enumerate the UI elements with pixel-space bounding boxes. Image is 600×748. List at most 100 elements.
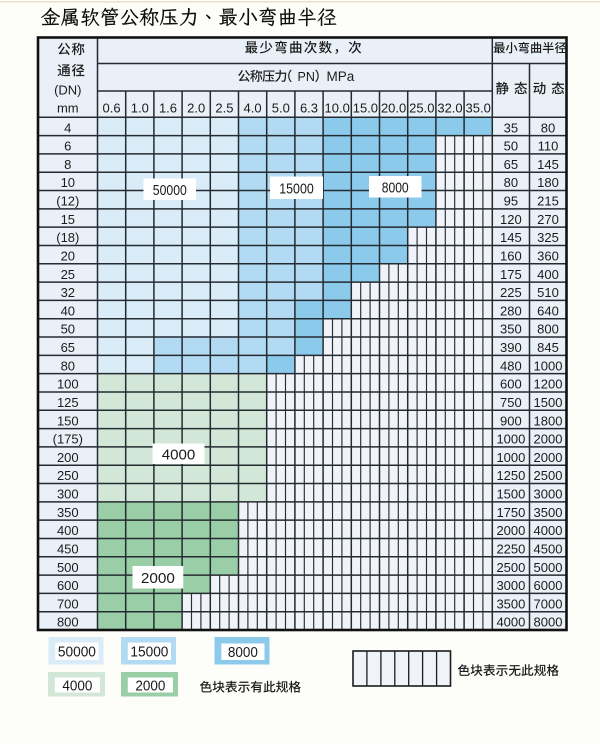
- svg-text:1000: 1000: [534, 358, 563, 373]
- svg-text:1000: 1000: [496, 450, 525, 465]
- svg-text:10.0: 10.0: [325, 100, 350, 115]
- svg-text:2000: 2000: [496, 523, 525, 538]
- svg-text:2000: 2000: [534, 450, 563, 465]
- svg-text:480: 480: [500, 358, 522, 373]
- svg-text:80: 80: [541, 120, 555, 135]
- svg-text:10: 10: [61, 175, 75, 190]
- svg-text:300: 300: [57, 487, 79, 502]
- svg-text:15: 15: [61, 212, 75, 227]
- svg-text:32: 32: [61, 285, 75, 300]
- svg-text:0.6: 0.6: [103, 100, 121, 115]
- svg-text:MPa: MPa: [327, 69, 355, 84]
- svg-text:1500: 1500: [534, 395, 563, 410]
- svg-text:40: 40: [61, 303, 75, 318]
- svg-text:4.0: 4.0: [244, 100, 262, 115]
- svg-text:65: 65: [504, 157, 518, 172]
- svg-text:200: 200: [57, 450, 79, 465]
- svg-text:3000: 3000: [534, 487, 563, 502]
- svg-text:640: 640: [537, 303, 559, 318]
- svg-text:1200: 1200: [534, 377, 563, 392]
- svg-text:1000: 1000: [496, 432, 525, 447]
- svg-text:15000: 15000: [130, 644, 168, 661]
- svg-text:2000: 2000: [135, 677, 165, 694]
- svg-text:180: 180: [537, 175, 559, 190]
- svg-text:8000: 8000: [382, 180, 409, 197]
- svg-text:400: 400: [57, 523, 79, 538]
- svg-text:15.0: 15.0: [353, 100, 378, 115]
- svg-text:350: 350: [57, 505, 79, 520]
- svg-text:6.3: 6.3: [300, 100, 318, 115]
- svg-text:8000: 8000: [534, 615, 563, 630]
- svg-text:1.6: 1.6: [159, 100, 177, 115]
- svg-text:15000: 15000: [279, 181, 314, 198]
- svg-text:(175): (175): [53, 432, 83, 447]
- svg-text:6000: 6000: [534, 578, 563, 593]
- svg-text:4000: 4000: [162, 447, 196, 464]
- svg-text:4500: 4500: [534, 541, 563, 556]
- svg-text:50: 50: [504, 139, 518, 154]
- svg-text:900: 900: [500, 413, 522, 428]
- svg-text:25.0: 25.0: [409, 100, 434, 115]
- svg-text:350: 350: [500, 322, 522, 337]
- svg-text:280: 280: [500, 303, 522, 318]
- svg-text:80: 80: [504, 175, 518, 190]
- svg-text:25: 25: [61, 267, 75, 282]
- svg-text:500: 500: [57, 560, 79, 575]
- svg-text:270: 270: [537, 212, 559, 227]
- svg-text:4000: 4000: [534, 523, 563, 538]
- svg-text:100: 100: [57, 377, 79, 392]
- svg-text:600: 600: [500, 377, 522, 392]
- svg-text:600: 600: [57, 578, 79, 593]
- svg-text:175: 175: [500, 267, 522, 282]
- svg-text:1250: 1250: [496, 468, 525, 483]
- svg-text:6: 6: [64, 139, 71, 154]
- svg-text:32.0: 32.0: [437, 100, 462, 115]
- svg-text:(18): (18): [56, 230, 79, 245]
- svg-text:50000: 50000: [153, 182, 187, 199]
- svg-text:8: 8: [64, 157, 71, 172]
- svg-text:450: 450: [57, 541, 79, 556]
- svg-text:700: 700: [57, 596, 79, 611]
- svg-text:95: 95: [504, 194, 518, 209]
- svg-text:20.0: 20.0: [381, 100, 406, 115]
- svg-text:PN: PN: [298, 70, 315, 84]
- svg-text:2500: 2500: [496, 560, 525, 575]
- svg-text:2.5: 2.5: [215, 100, 233, 115]
- svg-text:215: 215: [537, 194, 559, 209]
- svg-text:145: 145: [537, 157, 559, 172]
- svg-text:35: 35: [504, 120, 518, 135]
- svg-text:1.0: 1.0: [131, 100, 149, 115]
- svg-text:2250: 2250: [496, 541, 525, 556]
- svg-text:5000: 5000: [534, 560, 563, 575]
- svg-text:110: 110: [538, 139, 559, 154]
- svg-text:3500: 3500: [496, 596, 525, 611]
- svg-text:150: 150: [57, 413, 79, 428]
- svg-text:2000: 2000: [141, 570, 175, 587]
- svg-text:50000: 50000: [58, 644, 96, 661]
- svg-text:750: 750: [500, 395, 522, 410]
- svg-text:80: 80: [61, 358, 75, 373]
- svg-text:800: 800: [57, 615, 79, 630]
- svg-text:1500: 1500: [496, 487, 525, 502]
- svg-text:(DN): (DN): [54, 83, 81, 98]
- svg-text:325: 325: [537, 230, 559, 245]
- svg-text:8000: 8000: [228, 644, 258, 661]
- svg-text:20: 20: [61, 249, 75, 264]
- svg-text:800: 800: [537, 322, 559, 337]
- svg-text:510: 510: [537, 285, 559, 300]
- svg-text:3500: 3500: [534, 505, 563, 520]
- svg-text:2000: 2000: [534, 432, 563, 447]
- svg-text:360: 360: [537, 249, 559, 264]
- svg-text:4000: 4000: [496, 615, 525, 630]
- svg-text:(12): (12): [56, 194, 79, 209]
- svg-text:390: 390: [500, 340, 522, 355]
- svg-text:120: 120: [500, 212, 522, 227]
- svg-text:160: 160: [500, 249, 522, 264]
- svg-text:845: 845: [537, 340, 559, 355]
- svg-text:65: 65: [61, 340, 75, 355]
- svg-text:2500: 2500: [534, 468, 563, 483]
- svg-text:4: 4: [64, 120, 71, 135]
- svg-text:3000: 3000: [496, 578, 525, 593]
- svg-text:4000: 4000: [62, 677, 92, 694]
- svg-text:125: 125: [57, 395, 79, 410]
